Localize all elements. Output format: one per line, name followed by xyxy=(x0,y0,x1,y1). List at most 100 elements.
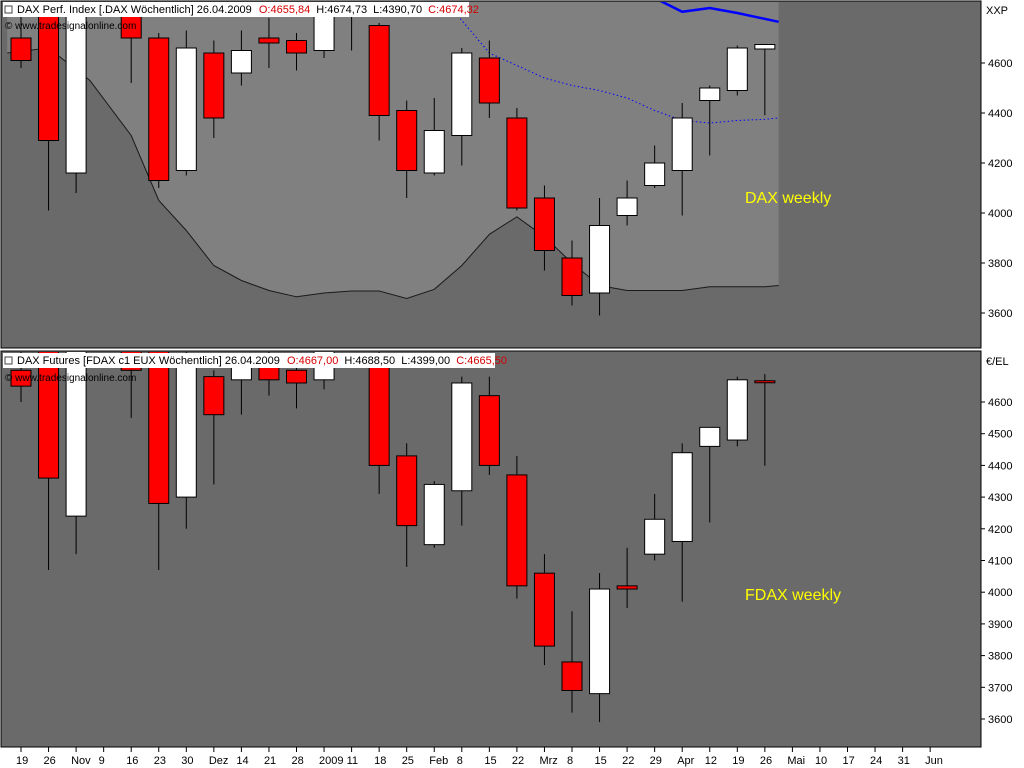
candle-body xyxy=(478,57,500,104)
candle xyxy=(589,198,611,316)
x-tick-label: Feb xyxy=(429,755,448,767)
x-tick-label: Mai xyxy=(787,755,805,767)
y-tick-label: 4100 xyxy=(988,556,1012,568)
candle-body xyxy=(671,117,693,171)
y-tick-label: 4000 xyxy=(988,587,1012,599)
candle-body xyxy=(148,352,170,504)
candle-body xyxy=(203,52,225,119)
fdax-header-box xyxy=(3,353,495,368)
candle xyxy=(726,376,748,447)
fdax-header-text: DAX Futures [FDAX c1 EUX Wöchentlich] 26… xyxy=(17,355,507,367)
candle xyxy=(506,108,528,211)
x-axis: 19 26 Nov 9 16 23 30 Dez 14 21 28 2009 11 18 25 Feb 8 15 2… xyxy=(16,747,943,767)
dax-watermark: © www.tradesignalonline.com xyxy=(5,21,136,32)
dax-chart-title: DAX Perf. Index [.DAX Wöchentlich] 26.04… xyxy=(17,4,252,16)
y-tick-label: 4600 xyxy=(988,58,1012,70)
fdax-header-icon[interactable] xyxy=(4,356,13,365)
candle-body xyxy=(10,37,32,61)
x-tick-label: 26 xyxy=(44,755,56,767)
dax-unit-label: XXP xyxy=(986,5,1008,17)
fdax-high-value: H:4688,50 xyxy=(344,355,395,367)
candle-body xyxy=(699,87,721,101)
fdax-y-axis: 3600 3700 3800 3900 4000 4100 4200 4300 4400 4500… xyxy=(981,397,1012,726)
x-tick-label: 11 xyxy=(347,755,358,767)
dax-panel: 3600 3800 4000 4200 4400 4600 XXP DAX Perf. I… xyxy=(0,0,1012,349)
y-tick-label: 3600 xyxy=(988,308,1012,320)
candle xyxy=(699,85,721,156)
x-tick-label: 18 xyxy=(374,755,386,767)
candle xyxy=(616,180,638,226)
dax-candles xyxy=(10,2,776,316)
candle-body xyxy=(451,382,473,492)
candle xyxy=(230,30,252,86)
candle xyxy=(699,426,721,523)
x-tick-label: 23 xyxy=(154,755,166,767)
candle-body xyxy=(589,225,611,294)
x-tick-label: 21 xyxy=(264,755,276,767)
candle xyxy=(754,374,776,466)
candle-body xyxy=(286,369,307,384)
candle-body xyxy=(506,117,528,209)
x-tick-label: 19 xyxy=(732,755,744,767)
x-tick-label: 30 xyxy=(181,755,193,767)
candle xyxy=(561,611,583,713)
candle xyxy=(671,443,693,602)
candle xyxy=(754,44,776,116)
dax-y-axis: 3600 3800 4000 4200 4400 4600 xyxy=(981,58,1012,320)
candle xyxy=(175,30,197,176)
candle-body xyxy=(38,352,60,479)
y-tick-label: 4400 xyxy=(988,108,1012,120)
candle xyxy=(65,2,87,193)
candle-body xyxy=(396,110,418,171)
y-tick-label: 3800 xyxy=(988,651,1012,663)
candle-body xyxy=(561,661,583,691)
x-tick-label: 17 xyxy=(843,755,855,767)
x-tick-label: 8 xyxy=(457,755,463,767)
y-tick-label: 4000 xyxy=(988,208,1012,220)
candle-body xyxy=(396,455,418,527)
dax-low-value: L:4390,70 xyxy=(373,4,422,16)
candle xyxy=(368,352,390,494)
x-tick-label: Mrz xyxy=(539,755,557,767)
y-tick-label: 4600 xyxy=(988,397,1012,409)
candle-body xyxy=(258,37,280,44)
candle-body xyxy=(10,369,32,387)
dax-open-value: O:4655,84 xyxy=(259,4,310,16)
candle xyxy=(451,48,473,166)
fdax-watermark: © www.tradesignalonline.com xyxy=(5,373,136,384)
candle-body xyxy=(533,197,555,251)
candle xyxy=(506,455,528,599)
dax-header-icon[interactable] xyxy=(4,5,13,14)
candle xyxy=(589,573,611,723)
x-tick-label: 22 xyxy=(622,755,634,767)
x-tick-label: 26 xyxy=(760,755,772,767)
candle xyxy=(478,40,500,118)
fdax-unit-label: €/EL xyxy=(986,356,1009,368)
candle xyxy=(644,493,666,561)
y-tick-label: 3600 xyxy=(988,714,1012,726)
candle-body xyxy=(644,162,666,186)
candle-body xyxy=(726,47,748,91)
dax-band-area xyxy=(7,2,779,299)
candle-body xyxy=(478,395,500,466)
candle xyxy=(148,33,170,188)
candle-body xyxy=(451,52,473,136)
candle-body xyxy=(644,518,666,555)
candle-body xyxy=(754,44,776,50)
candle-body xyxy=(175,47,197,171)
candle xyxy=(10,352,32,402)
candle-body xyxy=(423,483,445,546)
candle xyxy=(203,370,225,485)
x-tick-label: 31 xyxy=(898,755,910,767)
fdax-chart-title: DAX Futures [FDAX c1 EUX Wöchentlich] 26… xyxy=(17,355,280,367)
fdax-low-value: L:4399,00 xyxy=(401,355,450,367)
y-tick-label: 4200 xyxy=(988,524,1012,536)
x-tick-label: 29 xyxy=(650,755,662,767)
x-tick-label: 19 xyxy=(16,755,28,767)
x-tick-label: Jun xyxy=(925,755,943,767)
candle-body xyxy=(175,353,197,498)
candle xyxy=(10,2,32,68)
y-tick-label: 4400 xyxy=(988,460,1012,472)
x-tick-label: 9 xyxy=(99,755,105,767)
